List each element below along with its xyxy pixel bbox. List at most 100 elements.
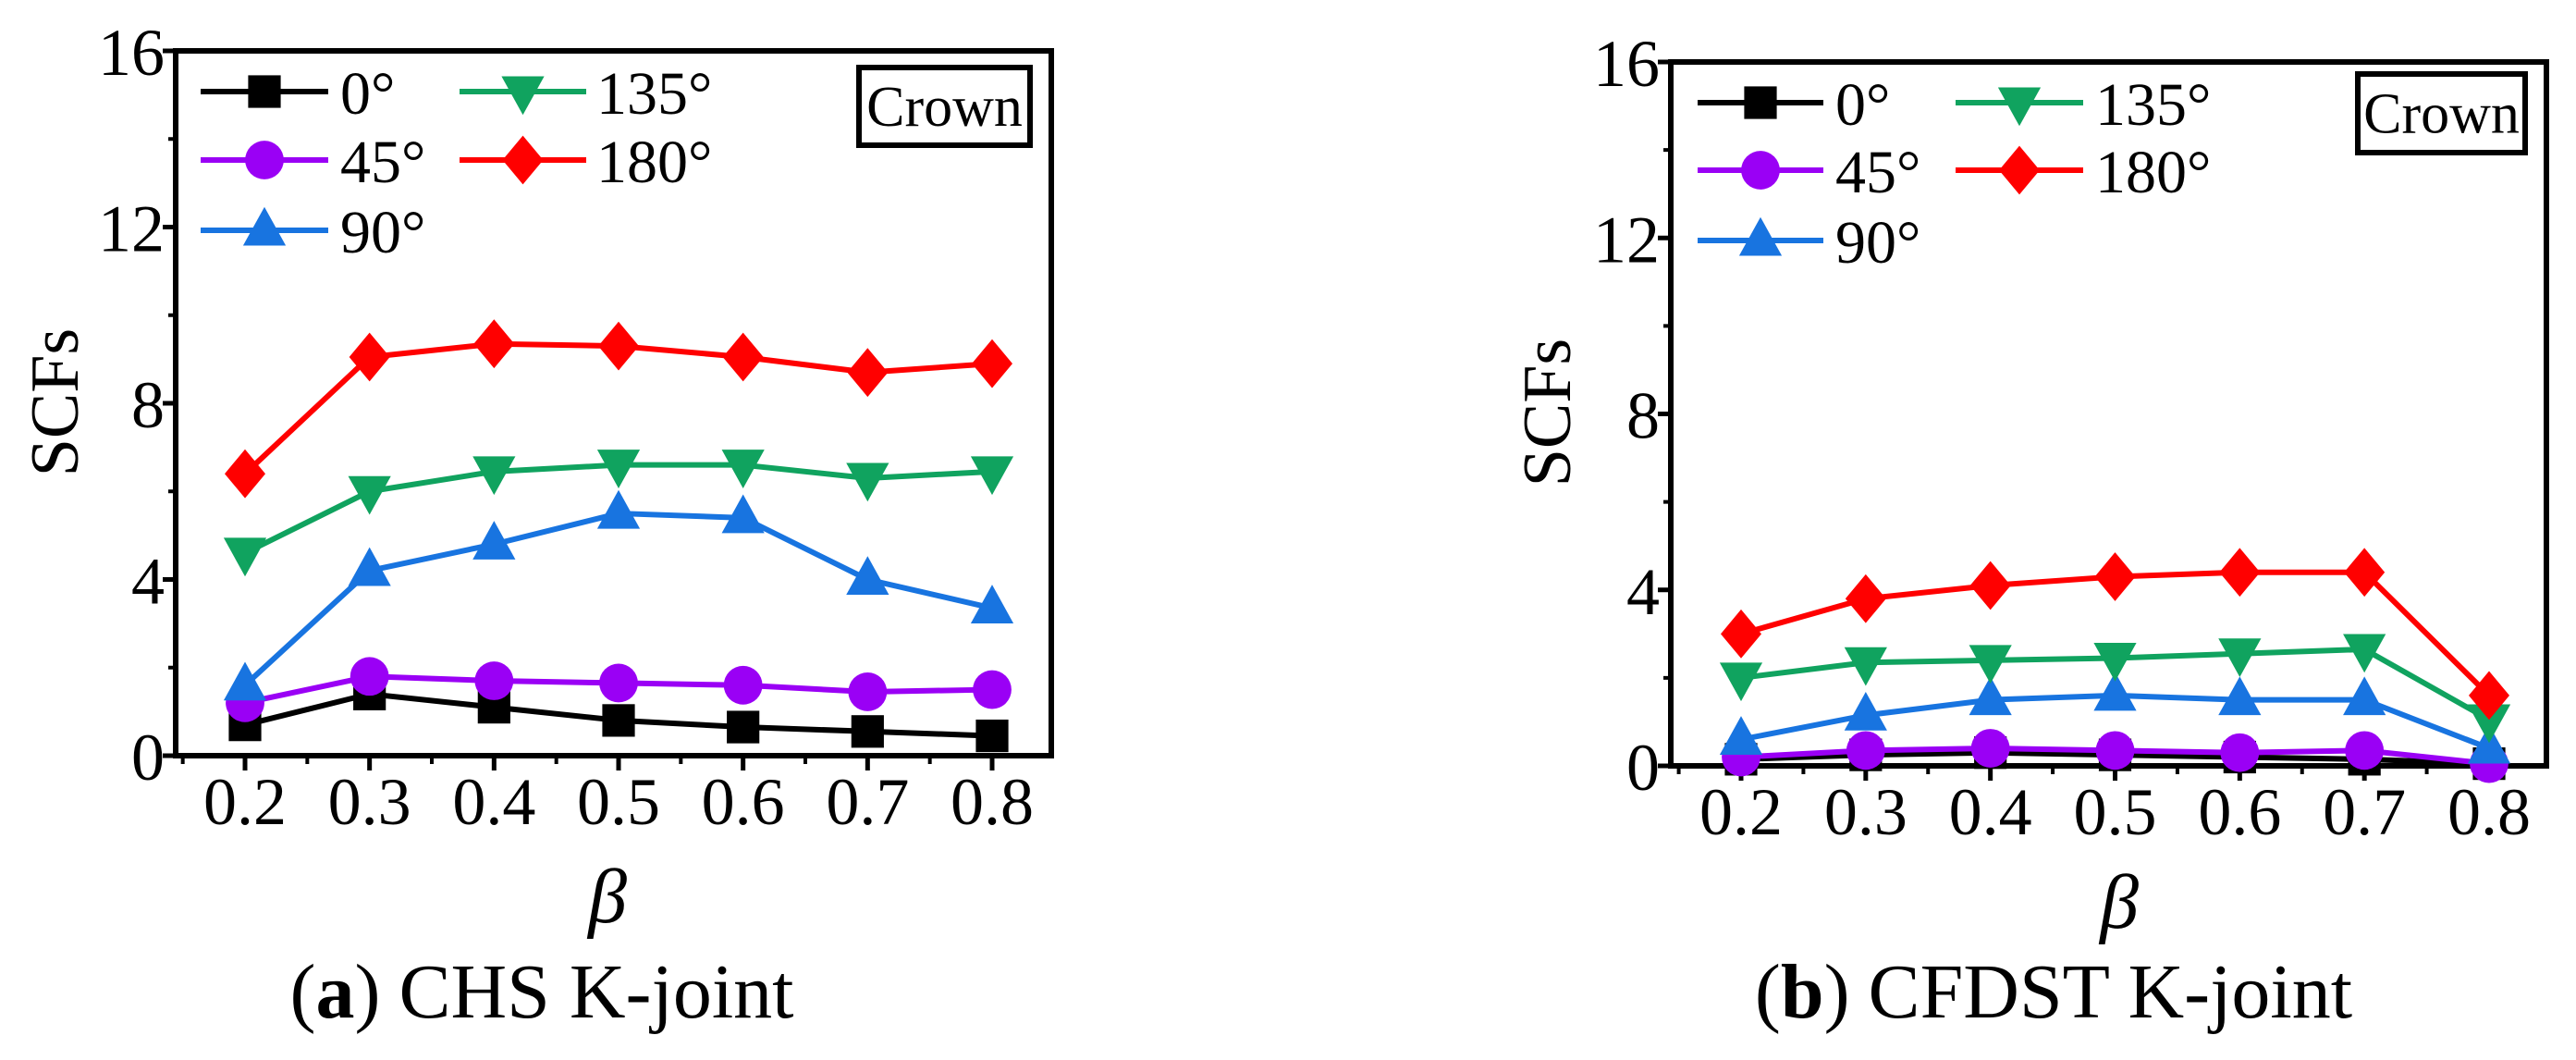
y-tick-label: 0 <box>131 721 165 795</box>
legend-item: 180° <box>1956 139 2211 206</box>
data-point <box>223 537 267 577</box>
data-point <box>223 661 267 701</box>
legend-item: 90° <box>201 199 425 266</box>
series-1 <box>1722 729 2509 783</box>
series-4 <box>225 319 1012 499</box>
data-point <box>349 332 390 382</box>
legend-marker <box>1738 216 1783 256</box>
y-tick-label: 0 <box>1626 731 1660 805</box>
legend-marker <box>502 135 544 185</box>
x-tick-label: 0.7 <box>2323 775 2406 849</box>
data-point <box>847 348 889 398</box>
x-tick-label: 0.3 <box>328 765 411 839</box>
legend-marker <box>245 141 284 179</box>
x-tick-label: 0.5 <box>577 765 660 839</box>
legend-label: 90° <box>1835 209 1920 277</box>
data-point <box>598 321 639 371</box>
legend-label: 90° <box>340 199 425 266</box>
data-point <box>972 339 1012 388</box>
data-point <box>348 475 391 515</box>
data-point <box>2345 731 2385 770</box>
data-point <box>472 521 516 560</box>
data-point <box>2343 676 2386 716</box>
data-point <box>2467 724 2511 764</box>
legend-label: 135° <box>2095 71 2211 139</box>
caption-paren-close: ) <box>354 949 380 1035</box>
data-point <box>970 456 1014 496</box>
x-tick-label: 0.7 <box>826 765 909 839</box>
annotation-label: Crown <box>2363 83 2520 146</box>
data-point <box>975 719 1009 753</box>
chart-a: 0 4 8 12 16 0.2 0.3 0.4 0.5 0.6 0.7 0.8 0°45°90° 135°… <box>18 16 1054 1035</box>
data-point <box>1845 573 1886 623</box>
data-point <box>2467 704 2511 744</box>
data-point <box>596 450 641 488</box>
data-point <box>2093 642 2137 682</box>
annotation-label: Crown <box>866 76 1023 139</box>
data-point <box>1721 609 1761 659</box>
data-point <box>846 462 889 502</box>
data-point <box>1844 692 1887 731</box>
chart-b: 0 4 8 12 16 0.2 0.3 0.4 0.5 0.6 0.7 0.8 0°45°90° 135°… <box>1510 27 2549 1035</box>
data-point <box>1969 676 2012 716</box>
data-point <box>1970 729 2010 768</box>
legend-label: 135° <box>596 60 712 128</box>
caption-text: CFDST K-joint <box>1869 949 2353 1035</box>
legend-item: 135° <box>1956 71 2211 139</box>
y-tick-label: 4 <box>131 545 165 619</box>
data-point <box>599 663 638 703</box>
data-point <box>721 450 765 488</box>
legend-label: 0° <box>340 60 395 128</box>
legend-marker <box>1741 151 1780 190</box>
x-axis-title: β <box>2098 859 2139 945</box>
y-tick-label: 12 <box>98 192 165 266</box>
series-3 <box>1719 634 2511 744</box>
data-point <box>2220 733 2260 772</box>
data-point <box>2343 634 2386 673</box>
caption-paren-close: ) <box>1824 949 1850 1035</box>
x-tick-label: 0.4 <box>452 765 535 839</box>
data-point <box>723 665 763 705</box>
series-2 <box>1719 672 2511 764</box>
data-point <box>1969 561 2011 610</box>
series-line <box>242 511 993 688</box>
caption-text: CHS K-joint <box>399 949 793 1035</box>
legend-item: 0° <box>1698 71 1890 139</box>
data-point <box>1846 731 1885 770</box>
x-tick-label: 0.4 <box>1949 775 2032 849</box>
series-4 <box>1721 548 2509 721</box>
data-point <box>722 332 764 382</box>
data-point <box>2344 548 2386 598</box>
data-point <box>350 657 389 696</box>
caption: (b) CFDST K-joint <box>1755 949 2352 1035</box>
data-point <box>602 704 635 737</box>
data-point <box>2218 638 2262 678</box>
caption-paren-open: ( <box>289 949 315 1035</box>
data-point <box>846 556 889 595</box>
legend-item: 180° <box>460 129 712 196</box>
legend-marker <box>248 75 281 108</box>
data-point <box>851 715 884 748</box>
series-3 <box>223 450 1014 577</box>
data-point <box>474 661 514 700</box>
data-point <box>2094 552 2136 601</box>
data-point <box>473 319 515 369</box>
y-tick-label: 8 <box>1626 379 1660 453</box>
x-tick-label: 0.8 <box>951 765 1034 839</box>
data-point <box>1719 716 1763 755</box>
caption-paren-open: ( <box>1755 949 1781 1035</box>
legend-marker <box>501 76 545 116</box>
data-point <box>973 670 1012 709</box>
caption: (a) CHS K-joint <box>289 949 793 1035</box>
series-2 <box>223 489 1014 701</box>
data-point <box>225 449 265 499</box>
data-point <box>2218 676 2262 716</box>
series-1 <box>226 657 1012 722</box>
data-point <box>970 585 1014 623</box>
data-point <box>848 672 888 711</box>
caption-panel-label: b <box>1781 949 1824 1035</box>
x-tick-label: 0.2 <box>1699 775 1783 849</box>
legend-label: 0° <box>1835 71 1890 139</box>
data-point <box>1969 645 2012 684</box>
